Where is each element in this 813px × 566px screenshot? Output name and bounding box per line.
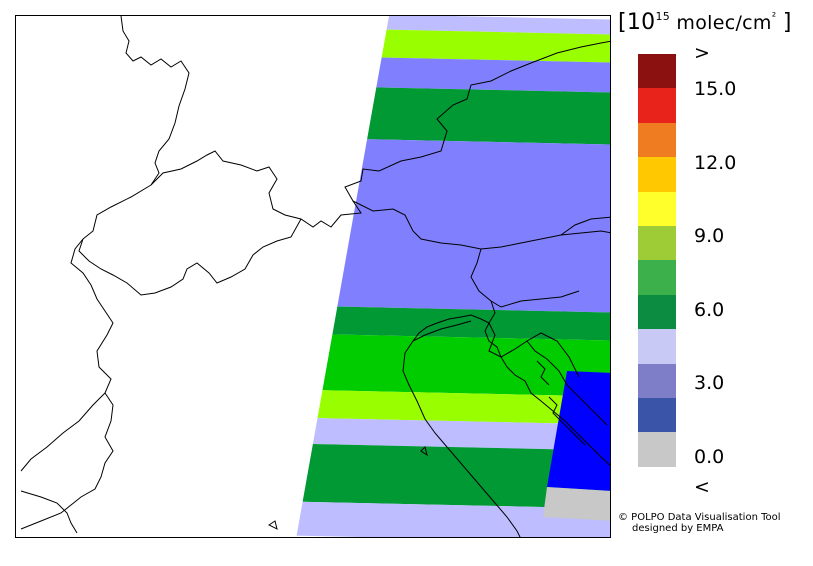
legend-swatch <box>638 398 676 433</box>
legend-swatch <box>638 122 676 158</box>
border-swiss-south <box>78 184 302 296</box>
swath-band <box>296 501 610 537</box>
legend-tick-label: 15.0 <box>694 78 737 100</box>
coastline-sea-west <box>20 490 78 534</box>
unit-exponent: 15 <box>655 10 671 23</box>
coastline-istria <box>484 322 610 466</box>
unit-bracket-open: [10 <box>618 10 656 35</box>
legend-tick-label: 0.0 <box>694 445 725 468</box>
legend-tick-label: 12.0 <box>694 151 737 174</box>
swath-band <box>296 333 610 397</box>
border-france-italy <box>20 238 114 530</box>
legend-swatch <box>638 260 676 296</box>
swath-band <box>296 443 610 509</box>
top-symbol: > <box>694 42 710 64</box>
swath-band <box>296 389 610 425</box>
satellite-swath <box>296 16 610 537</box>
legend-swatch <box>638 294 676 330</box>
swath-band <box>296 137 610 313</box>
border-austria-north <box>378 40 610 172</box>
swath-band <box>296 305 610 341</box>
legend-swatch <box>638 329 676 365</box>
credit-line-1: © POLPO Data Visualisation Tool <box>618 512 781 523</box>
legend-swatch <box>638 88 676 124</box>
credit-line-2: designed by EMPA <box>632 523 724 534</box>
legend-swatch <box>638 157 676 193</box>
border-croatia <box>488 300 580 378</box>
tropospheric-column-map <box>20 16 610 537</box>
border-austria-hungary <box>560 216 610 236</box>
border-france-north <box>120 16 190 186</box>
swath-band <box>296 417 610 451</box>
coastline-dalmatia <box>526 340 608 426</box>
swath-patch <box>539 517 610 537</box>
border-italy-admin <box>20 392 106 472</box>
legend-swatch <box>638 191 676 227</box>
unit-text: molec/cm <box>670 12 772 34</box>
legend-tick-label: 3.0 <box>694 372 725 394</box>
unit-squared: ² <box>771 10 777 23</box>
coastline-italy-east <box>402 320 521 537</box>
bottom-symbol: < <box>694 476 710 498</box>
color-legend: [1015 molec/cm² ] > 15.0 12.0 9.0 6.0 3.0 0.0… <box>618 4 813 544</box>
island-small <box>268 446 428 530</box>
legend-swatch <box>638 363 676 399</box>
legend-swatch <box>638 226 676 261</box>
swath-patch <box>547 371 610 491</box>
coastline-islands <box>536 360 586 446</box>
country-borders <box>20 16 610 537</box>
map-panel[interactable] <box>15 15 611 538</box>
legend-tick-label: 6.0 <box>694 298 725 321</box>
coastline-adriatic-north <box>412 314 490 342</box>
unit-bracket-close: ] <box>782 10 792 35</box>
unit-label: [1015 molec/cm² ] <box>618 10 792 35</box>
legend-swatch <box>638 54 676 89</box>
border-slovenia <box>470 248 580 308</box>
legend-swatch <box>638 432 676 468</box>
swath-patch <box>543 487 610 521</box>
border-italy-austria <box>352 200 610 250</box>
legend-tick-label: 9.0 <box>694 225 725 247</box>
border-switzerland <box>150 150 380 228</box>
